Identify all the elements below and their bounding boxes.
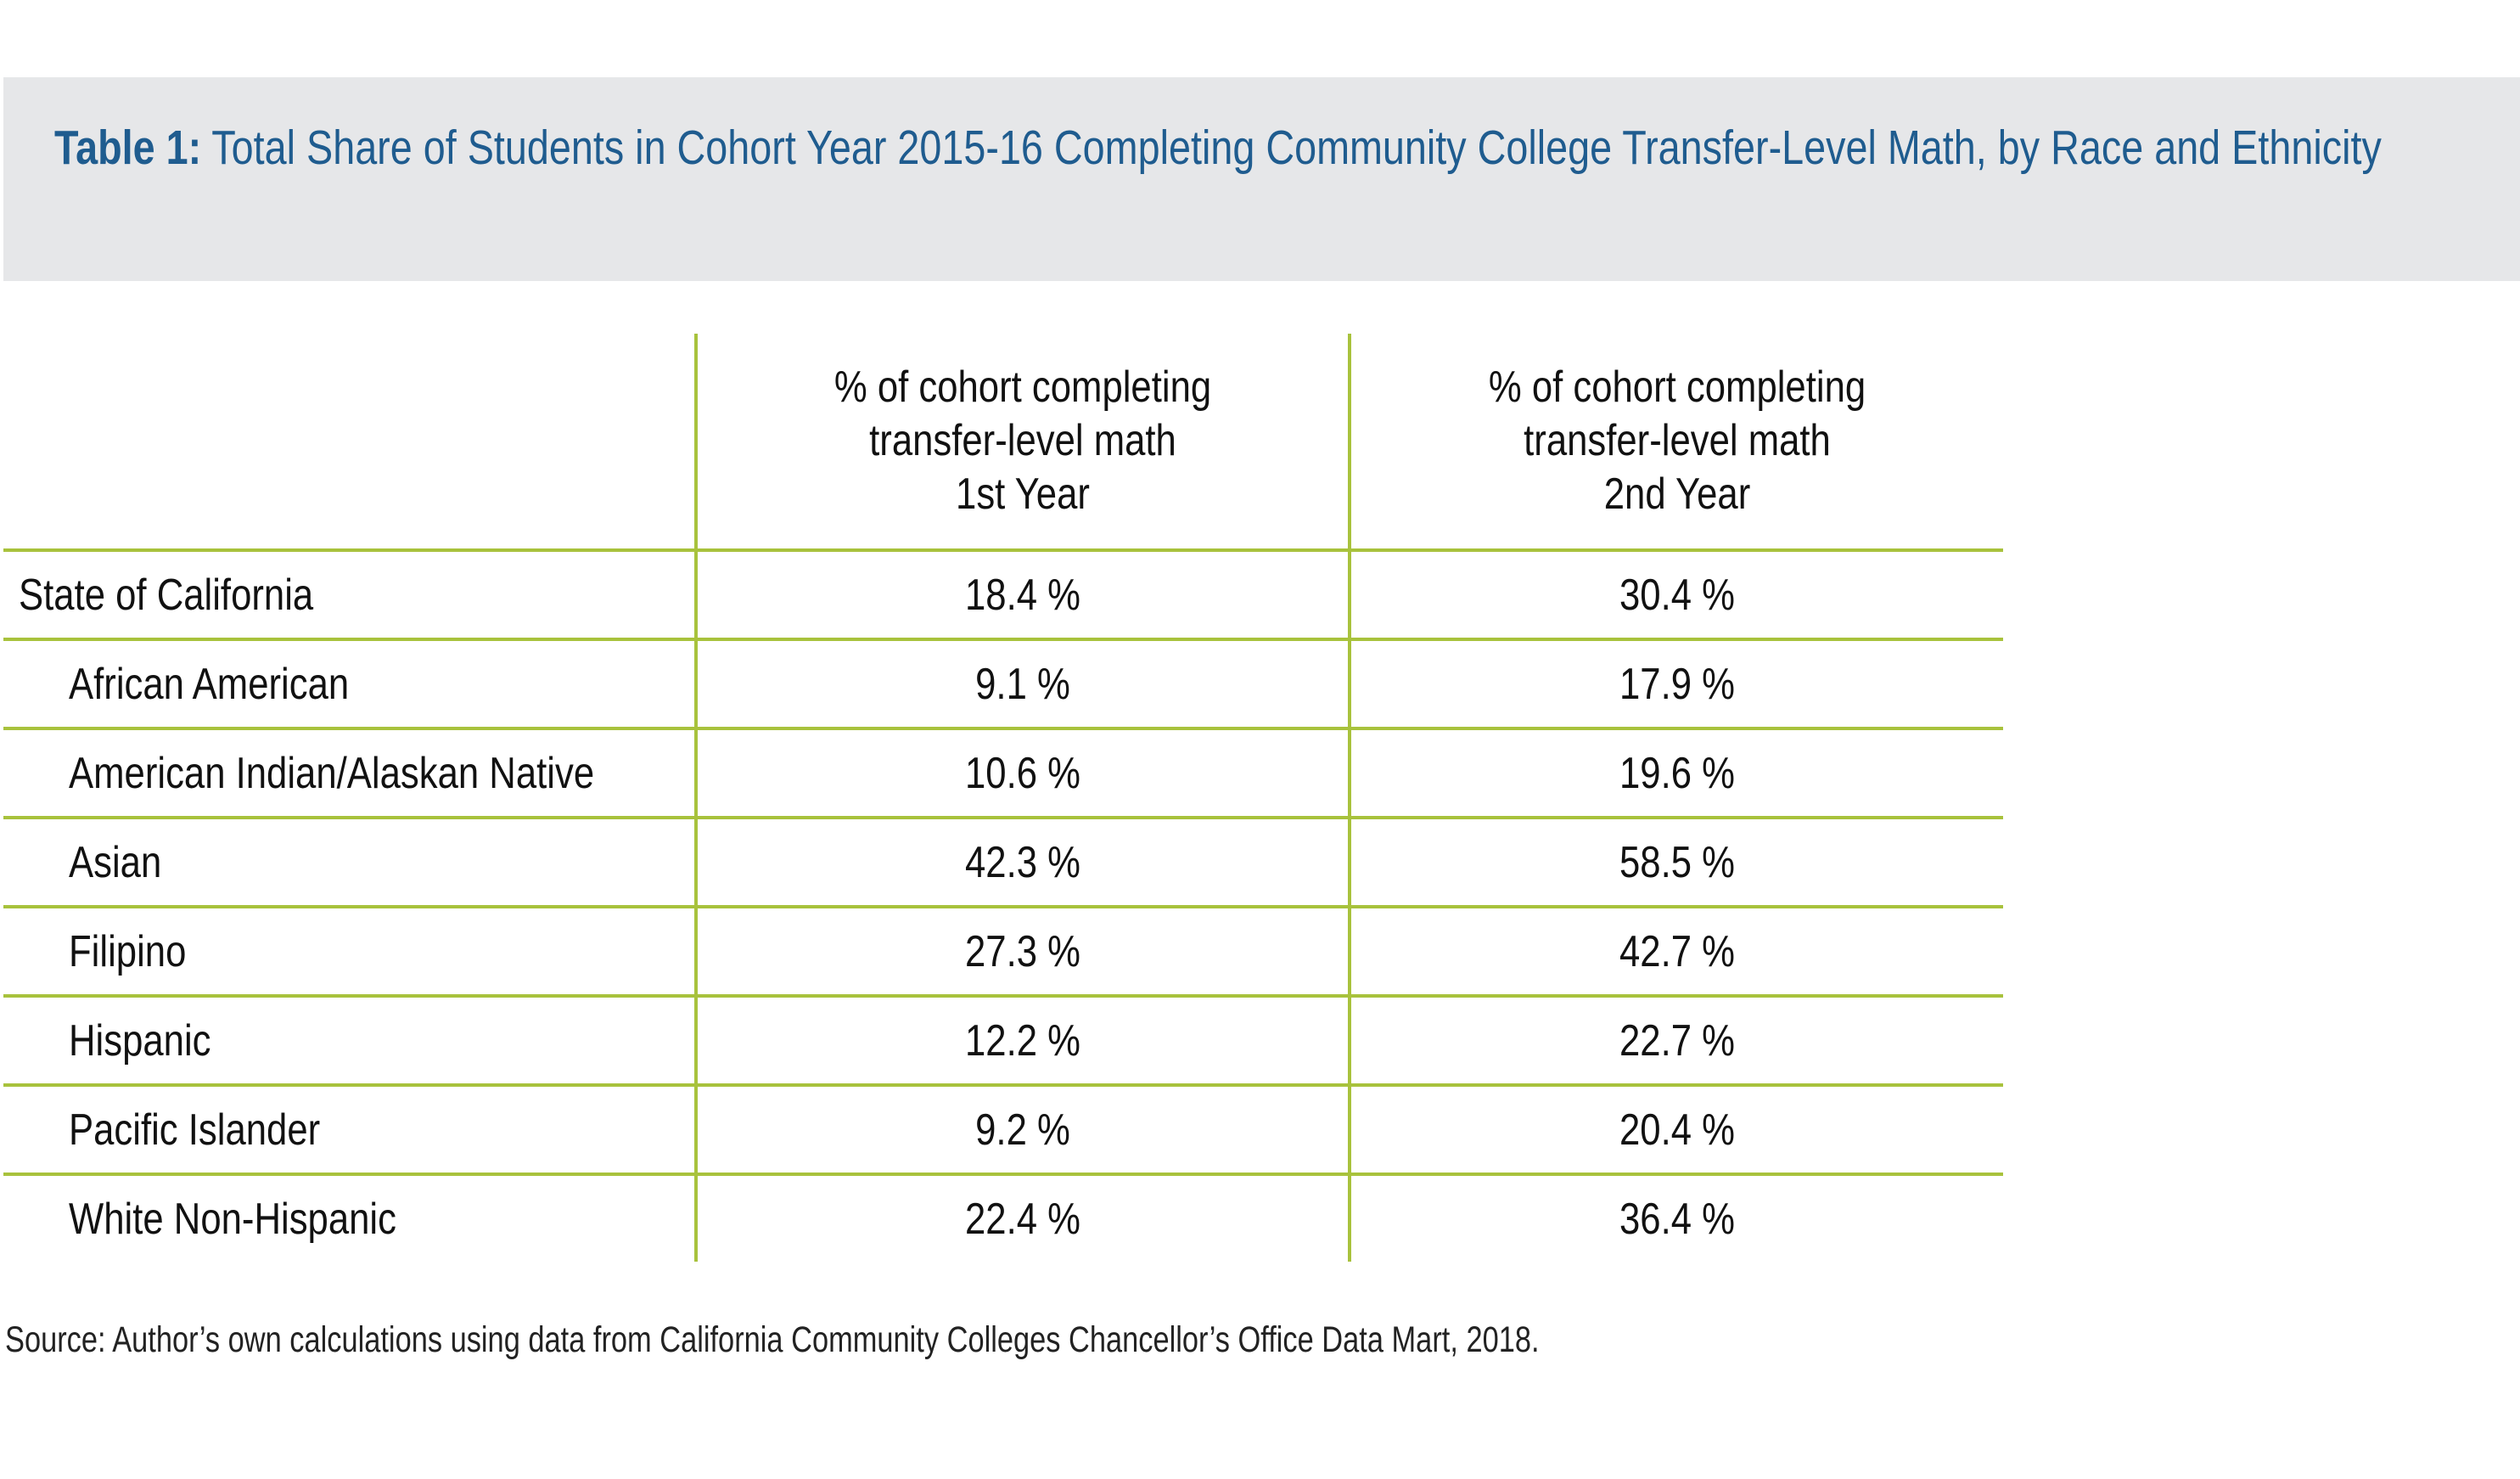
row-label: Asian: [69, 837, 162, 887]
row-label: African American: [69, 659, 350, 709]
table-row: Pacific Islander 9.2 % 20.4 %: [3, 1085, 2004, 1176]
value-1st-year: 18.4 %: [965, 570, 1081, 620]
value-2nd-year: 42.7 %: [1619, 926, 1736, 976]
table-title-lead: Table 1:: [54, 121, 202, 175]
source-note: Source: Author’s own calculations using …: [5, 1319, 1540, 1360]
header-1st-year-label: % of cohort completing transfer-level ma…: [833, 363, 1212, 519]
value-2nd-year: 19.6 %: [1619, 748, 1736, 798]
value-1st-year: 42.3 %: [965, 837, 1081, 887]
row-label-cell: State of California: [3, 550, 697, 641]
cell-1st-year: 27.3 %: [694, 907, 1350, 998]
cell-2nd-year: 19.6 %: [1348, 728, 2004, 819]
table-row: American Indian/Alaskan Native 10.6 % 19…: [3, 728, 2004, 819]
row-label-cell: Pacific Islander: [3, 1085, 697, 1176]
cell-2nd-year: 42.7 %: [1348, 907, 2004, 998]
table-row: White Non-Hispanic 22.4 % 36.4 %: [3, 1174, 2004, 1262]
row-label: State of California: [19, 570, 314, 620]
row-label: American Indian/Alaskan Native: [69, 748, 595, 798]
header-1st-year: % of cohort completing transfer-level ma…: [694, 334, 1350, 552]
value-1st-year: 22.4 %: [965, 1194, 1081, 1244]
cell-1st-year: 18.4 %: [694, 550, 1350, 641]
data-table-container: % of cohort completing transfer-level ma…: [3, 334, 2004, 1262]
row-label: White Non-Hispanic: [69, 1194, 396, 1244]
value-1st-year: 10.6 %: [965, 748, 1081, 798]
value-2nd-year: 17.9 %: [1619, 659, 1736, 709]
row-label: Hispanic: [69, 1015, 211, 1066]
row-label: Pacific Islander: [69, 1105, 321, 1155]
value-2nd-year: 20.4 %: [1619, 1105, 1736, 1155]
row-label: Filipino: [69, 926, 187, 976]
value-1st-year: 9.1 %: [975, 659, 1070, 709]
row-label-cell: African American: [3, 639, 697, 730]
value-2nd-year: 30.4 %: [1619, 570, 1736, 620]
table-row: Asian 42.3 % 58.5 %: [3, 818, 2004, 908]
cell-1st-year: 9.1 %: [694, 639, 1350, 730]
row-label-cell: Filipino: [3, 907, 697, 998]
table-title: Table 1: Total Share of Students in Coho…: [54, 111, 2449, 184]
cell-1st-year: 10.6 %: [694, 728, 1350, 819]
value-1st-year: 12.2 %: [965, 1015, 1081, 1066]
table-row: Filipino 27.3 % 42.7 %: [3, 907, 2004, 998]
row-label-cell: Hispanic: [3, 996, 697, 1087]
table-row: African American 9.1 % 17.9 %: [3, 639, 2004, 730]
cell-2nd-year: 17.9 %: [1348, 639, 2004, 730]
table-header-row: % of cohort completing transfer-level ma…: [3, 334, 2004, 552]
value-1st-year: 27.3 %: [965, 926, 1081, 976]
value-1st-year: 9.2 %: [975, 1105, 1070, 1155]
header-2nd-year: % of cohort completing transfer-level ma…: [1348, 334, 2004, 552]
cell-2nd-year: 36.4 %: [1348, 1174, 2004, 1262]
cell-1st-year: 22.4 %: [694, 1174, 1350, 1262]
table-row: State of California 18.4 % 30.4 %: [3, 550, 2004, 641]
cell-1st-year: 12.2 %: [694, 996, 1350, 1087]
row-label-cell: White Non-Hispanic: [3, 1174, 696, 1262]
value-2nd-year: 36.4 %: [1619, 1194, 1736, 1244]
title-banner: Table 1: Total Share of Students in Coho…: [3, 77, 2520, 281]
data-table: % of cohort completing transfer-level ma…: [3, 334, 2004, 1262]
value-2nd-year: 22.7 %: [1619, 1015, 1736, 1066]
cell-2nd-year: 22.7 %: [1348, 996, 2004, 1087]
row-label-cell: Asian: [3, 818, 697, 908]
cell-1st-year: 42.3 %: [694, 818, 1350, 908]
row-label-cell: American Indian/Alaskan Native: [3, 728, 697, 819]
cell-1st-year: 9.2 %: [694, 1085, 1350, 1176]
cell-2nd-year: 20.4 %: [1348, 1085, 2004, 1176]
cell-2nd-year: 58.5 %: [1348, 818, 2004, 908]
header-stub: [3, 334, 697, 552]
table-row: Hispanic 12.2 % 22.7 %: [3, 996, 2004, 1087]
value-2nd-year: 58.5 %: [1619, 837, 1736, 887]
cell-2nd-year: 30.4 %: [1348, 550, 2004, 641]
header-2nd-year-label: % of cohort completing transfer-level ma…: [1488, 363, 1866, 519]
table-title-text: Total Share of Students in Cohort Year 2…: [211, 121, 2382, 175]
